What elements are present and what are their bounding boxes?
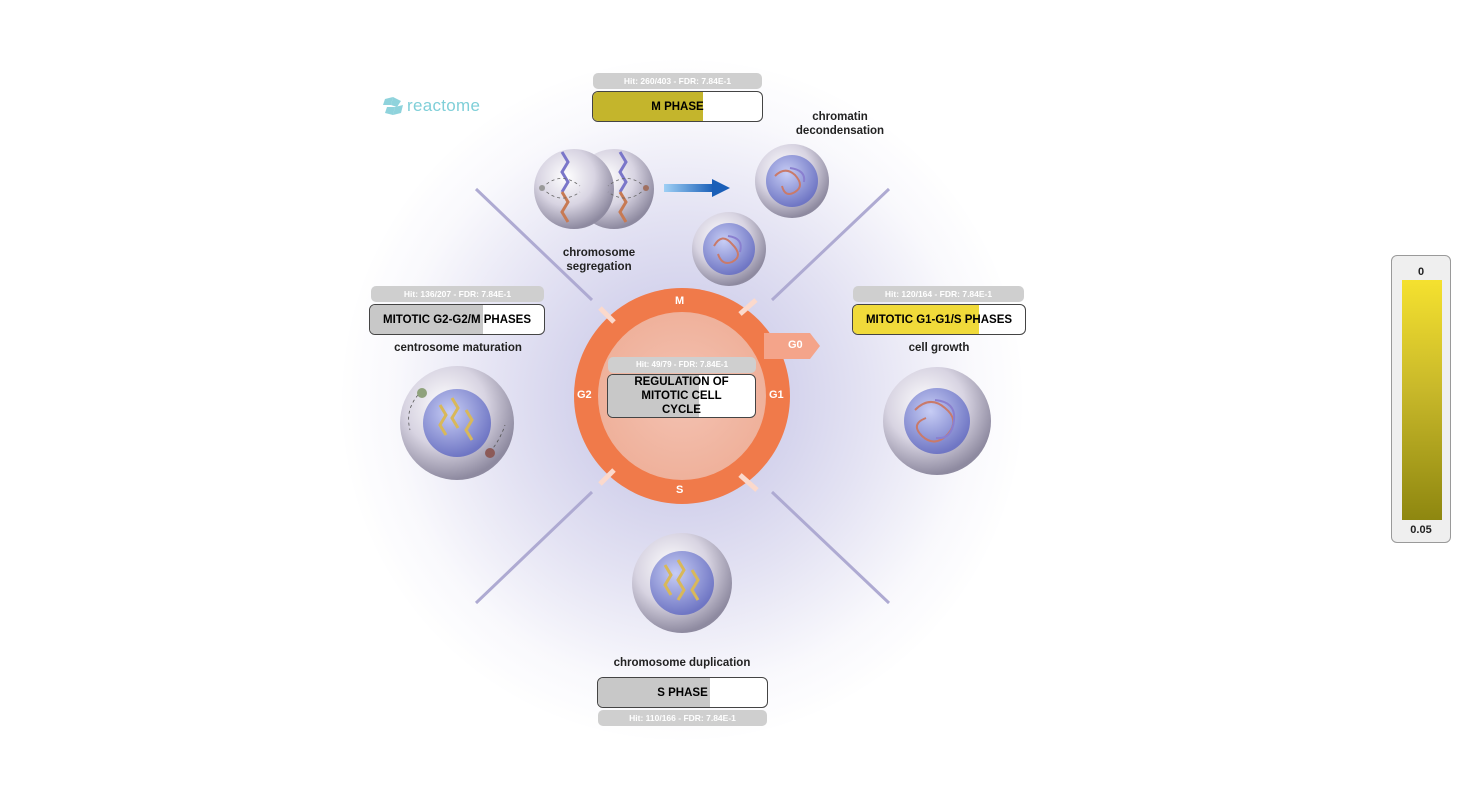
m-phase-coverage-fill	[593, 92, 703, 121]
g1s-coverage-fill	[853, 305, 979, 334]
m-phase-pathway-box[interactable]: M PHASE	[592, 91, 763, 122]
regulation-hit-stats: Hit: 49/79 - FDR: 7.84E-1	[608, 357, 756, 373]
s-phase-pathway-box[interactable]: S PHASE	[597, 677, 768, 708]
g2m-label: MITOTIC G2-G2/M PHASES	[382, 313, 532, 326]
progression-arrow-icon	[664, 179, 730, 197]
g1s-hit-stats: Hit: 120/164 - FDR: 7.84E-1	[853, 286, 1024, 302]
g1s-label: MITOTIC G1-G1/S PHASES	[865, 313, 1013, 326]
legend-bottom-value: 0.05	[1410, 524, 1432, 536]
regulation-coverage-fill	[608, 375, 700, 417]
phase-g1-label: G1	[769, 389, 784, 401]
legend-gradient-bar	[1402, 280, 1442, 520]
cell-growth-caption: cell growth	[908, 342, 970, 354]
phase-s-label: S	[676, 484, 684, 496]
m-phase-label: M PHASE	[651, 100, 704, 113]
g2m-coverage-fill	[370, 305, 484, 334]
centrosome-maturation-caption: centrosome maturation	[394, 342, 522, 354]
centrosome-cell-icon	[400, 366, 514, 480]
g0-arrow	[764, 333, 820, 359]
s-phase-label: S PHASE	[657, 686, 708, 699]
regulation-mitotic-cell-cycle-pathway-box[interactable]: REGULATION OF MITOTIC CELL CYCLE	[607, 374, 756, 418]
decondensing-cell-icon-1	[755, 144, 829, 218]
phase-g0-label: G0	[788, 339, 803, 351]
mitotic-g1-g1s-pathway-box[interactable]: MITOTIC G1-G1/S PHASES	[852, 304, 1026, 335]
mitotic-g2-g2m-pathway-box[interactable]: MITOTIC G2-G2/M PHASES	[369, 304, 545, 335]
connector-lines	[474, 187, 891, 605]
s-phase-hit-stats: Hit: 110/166 - FDR: 7.84E-1	[598, 710, 767, 726]
m-phase-hit-stats: Hit: 260/403 - FDR: 7.84E-1	[593, 73, 762, 89]
phase-m-label: M	[675, 295, 685, 307]
phase-g2-label: G2	[577, 389, 592, 401]
reactome-logo-icon	[383, 97, 403, 115]
chromatin-decondensation-caption: chromatin decondensation	[795, 111, 885, 137]
s-phase-coverage-fill	[598, 678, 710, 707]
chromosome-duplication-caption: chromosome duplication	[613, 657, 751, 669]
regulation-label: REGULATION OF MITOTIC CELL CYCLE	[634, 376, 729, 416]
dividing-cell-icon	[534, 149, 654, 229]
decondensing-cell-icon-2	[692, 212, 766, 286]
reactome-logo: reactome	[383, 95, 480, 117]
color-scale-legend[interactable]: 0 0.05	[1391, 255, 1451, 543]
duplicating-cell-icon	[632, 533, 732, 633]
g2m-hit-stats: Hit: 136/207 - FDR: 7.84E-1	[371, 286, 544, 302]
legend-top-value: 0	[1417, 266, 1425, 278]
chromosome-segregation-caption: chromosome segregation	[562, 247, 636, 273]
growing-cell-icon	[883, 367, 991, 475]
reactome-logo-text: reactome	[407, 96, 481, 115]
